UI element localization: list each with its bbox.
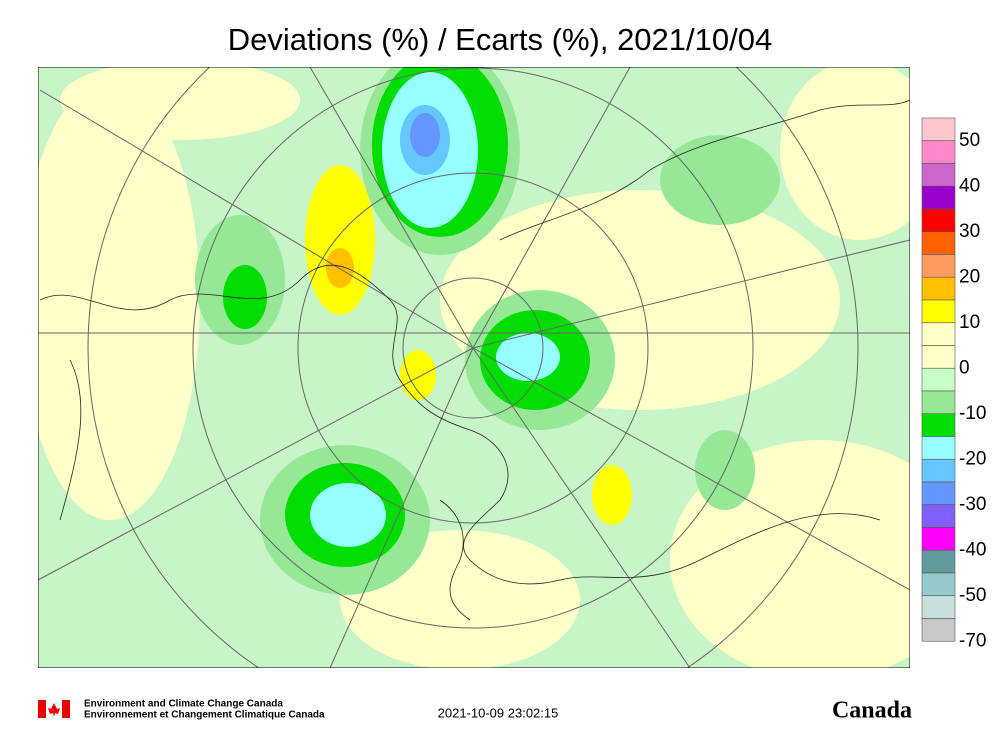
legend-swatch [921,618,956,642]
legend-label: 20 [959,266,980,287]
legend-swatch [921,572,956,597]
legend-swatch [921,208,956,233]
legend-swatch [921,163,956,187]
legend-swatch [921,549,956,574]
legend: 50 40 30 20 10 0 -10 -20 -30 -40 -50 -70 [921,117,986,651]
map [38,67,910,668]
legend-swatch [921,254,956,278]
wordmark: Canada [832,698,912,724]
legend-swatch [921,276,956,301]
flag-bar [38,700,46,718]
legend-label: 30 [959,221,980,242]
coastlines [39,99,910,621]
legend-swatch [921,481,956,506]
title: Deviations (%) / Ecarts (%), 2021/10/04 [228,22,772,57]
legend-swatch [921,345,956,369]
legend-swatch [921,140,956,164]
agency-fr: Environnement et Changement Climatique C… [84,710,325,721]
legend-label: -70 [959,630,986,651]
legend-label: 10 [959,312,980,333]
legend-swatch [921,595,956,619]
legend-label: 0 [959,357,970,378]
legend-label: -30 [959,494,986,515]
legend-swatch [921,458,956,483]
legend-swatch [921,527,956,551]
minus40-region [410,113,440,157]
flag-leaf [48,703,60,717]
legend-swatch [921,185,956,210]
legend-swatch [921,504,956,528]
legend-label: -50 [959,585,986,606]
graticule [38,67,910,668]
legend-swatch [921,322,956,346]
legend-swatch [921,413,956,437]
legend-label: 50 [959,130,980,151]
legend-swatch [921,231,956,255]
positive-regions [38,67,910,668]
agency-en: Environment and Climate Change Canada [84,699,283,710]
legend-swatch [921,117,956,142]
plus10-regions [305,165,632,525]
legend-swatch [921,299,956,324]
legend-label: 40 [959,175,980,196]
legend-swatch [921,390,956,415]
legend-swatch [921,367,956,392]
legend-label: -40 [959,539,986,560]
footer: Environment and Climate Change Canada En… [38,698,912,724]
legend-label: -20 [959,448,986,469]
legend-label: -10 [959,403,986,424]
flag-bar [62,700,70,718]
plus20-region [326,248,354,288]
timestamp: 2021-10-09 23:02:15 [438,705,559,720]
legend-swatch [921,436,956,460]
